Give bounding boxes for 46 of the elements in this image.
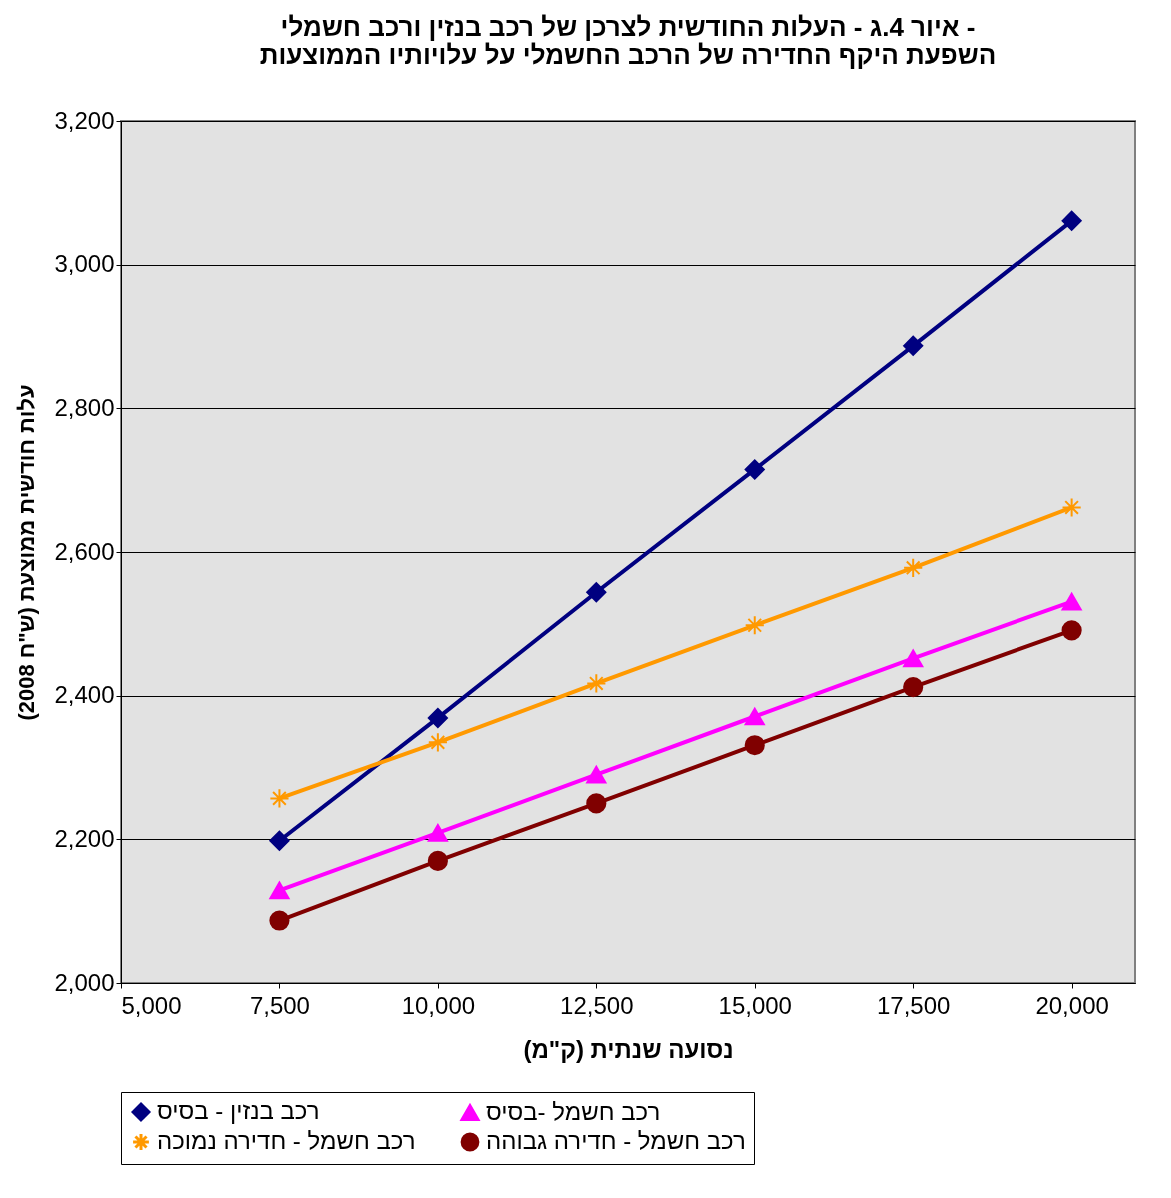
y-tick-label: 2,800	[54, 393, 115, 421]
point	[744, 459, 765, 480]
point	[1061, 210, 1082, 231]
point	[586, 765, 607, 784]
x-tick-label: 20,000	[1035, 991, 1109, 1019]
y-tick-label: 2,200	[54, 824, 115, 852]
text: השפעת היקף החדירה של הרכב החשמלי על עלויותיו הממוצעות	[259, 40, 997, 70]
y-tick-label: 3,000	[54, 250, 115, 278]
x-tick-label: 17,500	[876, 991, 951, 1019]
point	[586, 582, 607, 603]
text: איור 4.ג - העלות החודשית לצרכן של רכב בנזין ורכב חשמלי -	[280, 12, 976, 42]
x-tick-label: 15,000	[718, 991, 792, 1019]
point	[269, 910, 290, 931]
y-tick-label: 2,000	[54, 968, 115, 996]
point	[427, 824, 448, 842]
point	[1061, 497, 1082, 518]
point	[269, 788, 290, 809]
y-tick-label: 3,200	[54, 106, 115, 134]
legend-label: רכב חשמל - חדירה גבוהה	[486, 1127, 746, 1154]
legend-label: רכב חשמל -בסיס	[486, 1097, 661, 1125]
point	[269, 830, 290, 851]
y-tick-label: 2,600	[54, 537, 115, 565]
x-tick-label: 12,500	[560, 991, 634, 1019]
point	[903, 676, 924, 698]
point	[903, 649, 924, 668]
x-axis-title: נסועה שנתית (ק"מ)	[523, 1035, 734, 1063]
point	[903, 557, 924, 578]
point	[1061, 620, 1082, 641]
legend-label: רכב חשמל - חדירה נמוכה	[157, 1127, 416, 1154]
point	[427, 732, 448, 753]
point	[269, 881, 290, 900]
point	[744, 707, 765, 726]
legend-label: רכב בנזין - בסיס	[157, 1097, 320, 1125]
point	[903, 335, 924, 356]
point	[744, 735, 765, 756]
x-tick-label: 10,000	[401, 991, 476, 1019]
point	[1061, 592, 1082, 611]
x-tick-label: 7,500	[249, 991, 310, 1019]
point	[427, 707, 448, 729]
point	[586, 793, 607, 814]
point	[744, 615, 765, 636]
point	[427, 850, 448, 871]
x-tick-label: 5,000	[121, 991, 182, 1019]
y-tick-label: 2,400	[54, 681, 115, 709]
point	[586, 673, 607, 694]
y-axis-title: עלות חודשית ממוצעת (ש"ח 2008)	[14, 384, 40, 721]
